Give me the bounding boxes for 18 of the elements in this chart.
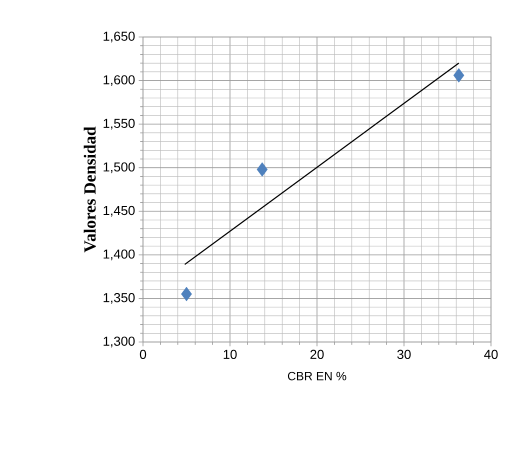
x-tick-label: 40 xyxy=(484,350,498,359)
y-axis-title: Valores Densidad xyxy=(84,126,96,252)
x-tick-label: 30 xyxy=(397,350,411,359)
x-tick-label: 0 xyxy=(140,350,146,359)
point xyxy=(256,162,268,177)
x-axis-title: CBR EN % xyxy=(288,372,346,380)
y-tick-label: 1,650 xyxy=(104,32,135,42)
y-tick-label: 1,300 xyxy=(104,336,135,348)
x-tick-label: 20 xyxy=(310,350,324,359)
point xyxy=(181,286,192,302)
point xyxy=(453,68,464,83)
y-tick-label: 1,550 xyxy=(104,118,135,130)
y-tick-label: 1,450 xyxy=(104,206,135,217)
y-tick-label: 1,500 xyxy=(104,162,135,174)
y-tick-label: 1,600 xyxy=(104,75,135,86)
y-tick-label: 1,350 xyxy=(104,293,135,304)
x-tick-label: 10 xyxy=(224,350,237,359)
y-tick-label: 1,400 xyxy=(104,249,135,260)
